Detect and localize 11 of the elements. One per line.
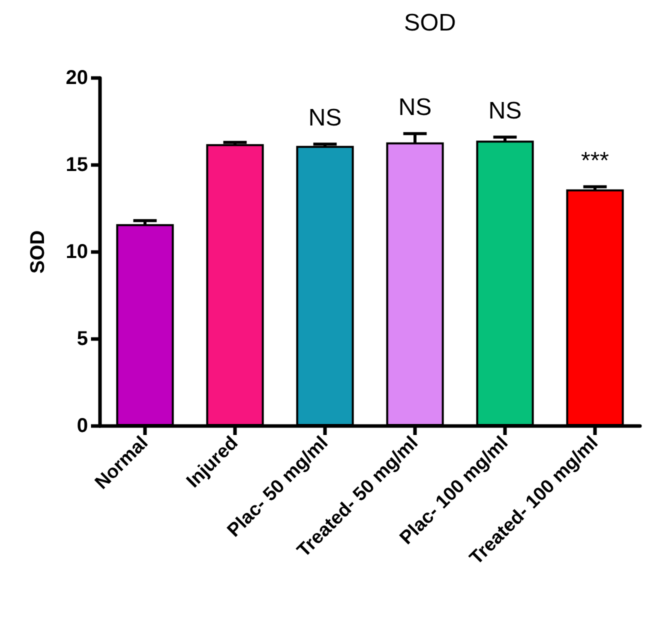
data-label: NS — [308, 104, 342, 132]
chart-title: SOD — [404, 10, 456, 36]
data-label: NS — [488, 98, 522, 125]
y-tick-label: 10 — [66, 241, 88, 263]
data-label: NS — [398, 94, 432, 122]
y-tick-label: 5 — [76, 328, 88, 350]
data-label: *** — [580, 147, 610, 174]
y-tick-label: 0 — [76, 415, 88, 437]
y-axis-title: SOD — [27, 230, 49, 274]
y-tick-label: 20 — [66, 67, 88, 89]
y-tick-label: 15 — [66, 154, 88, 176]
